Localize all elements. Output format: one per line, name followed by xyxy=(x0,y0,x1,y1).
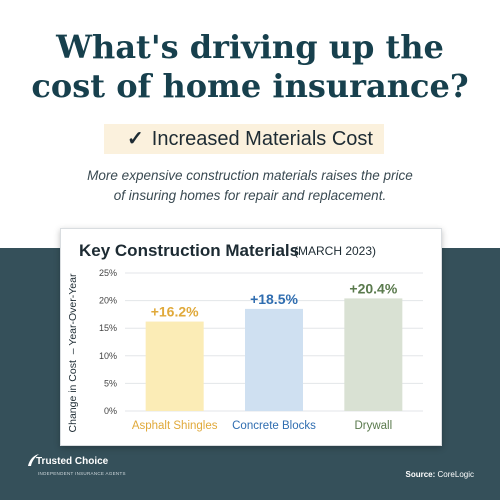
bar xyxy=(145,321,204,411)
y-tick-label: 25% xyxy=(99,268,117,278)
headline-line-2: cost of home insurance? xyxy=(31,67,469,105)
check-line: ✓ Increased Materials Cost xyxy=(0,126,500,151)
check-label: Increased Materials Cost xyxy=(151,128,373,150)
y-tick-label: 10% xyxy=(99,351,117,361)
x-category-label: Asphalt Shingles xyxy=(132,420,218,432)
source-label: Source: xyxy=(405,470,436,479)
headline: What's driving up the cost of home insur… xyxy=(0,28,500,106)
y-tick-label: 5% xyxy=(104,378,117,388)
highlight-bar xyxy=(104,124,384,154)
subtitle-line-2: of insuring homes for repair and replace… xyxy=(113,188,387,203)
bar xyxy=(245,308,303,411)
brand-tagline: INDEPENDENT INSURANCE AGENTS xyxy=(38,471,126,476)
headline-line-1: What's driving up the xyxy=(56,28,444,66)
data-label: +18.5% xyxy=(250,291,298,307)
data-label: +20.4% xyxy=(349,280,397,296)
source-note: Source: CoreLogic xyxy=(406,470,475,479)
bar-chart: 0% 5% 10% 15% 20% 25% +16.2% Asphalt Shingles +1… xyxy=(99,268,423,432)
checkmark-icon: ✓ xyxy=(127,128,144,150)
trusted-choice-logo-icon xyxy=(28,454,39,466)
brand-name: Trusted Choice xyxy=(36,456,109,467)
source-value: CoreLogic xyxy=(437,470,474,479)
subtitle-line-1: More expensive construction materials ra… xyxy=(87,168,413,183)
y-tick-label: 15% xyxy=(99,323,117,333)
x-category-label: Concrete Blocks xyxy=(232,420,316,432)
x-category-label: Drywall xyxy=(354,420,392,432)
chart-title: Key Construction Materials xyxy=(79,241,300,260)
data-label: +16.2% xyxy=(151,304,199,320)
y-tick-label: 0% xyxy=(104,406,117,416)
subtitle: More expensive construction materials ra… xyxy=(0,166,500,206)
chart-card: Key Construction Materials (MARCH 2023) … xyxy=(60,228,442,446)
bar xyxy=(344,298,403,411)
chart-subtitle: (MARCH 2023) xyxy=(294,244,377,258)
y-tick-label: 20% xyxy=(99,296,117,306)
